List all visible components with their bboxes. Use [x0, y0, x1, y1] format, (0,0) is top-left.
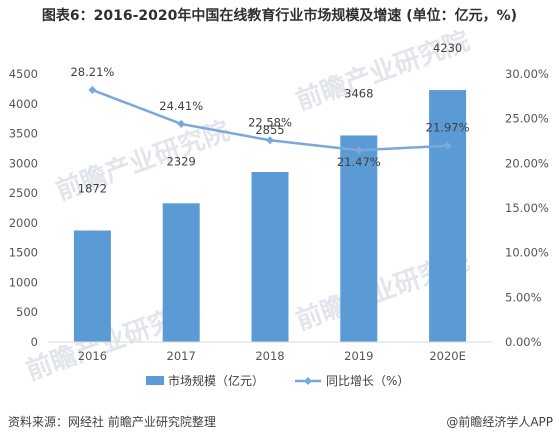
source-note: 资料来源：网经社 前瞻产业研究院整理	[8, 415, 216, 429]
bar	[429, 90, 467, 342]
left-tick-label: 1000	[9, 275, 38, 289]
right-tick-label: 5.00%	[505, 290, 542, 304]
bar	[162, 203, 200, 342]
left-tick-label: 0	[31, 335, 38, 349]
x-tick-label: 2019	[344, 349, 373, 363]
left-tick-label: 3500	[9, 127, 38, 141]
line-point	[88, 85, 97, 94]
left-tick-label: 2500	[9, 186, 38, 200]
line-value-label: 21.97%	[426, 121, 470, 135]
left-tick-label: 3000	[9, 156, 38, 170]
bar-value-label: 4230	[433, 41, 462, 55]
right-axis: 0.00% 5.00% 10.00% 15.00% 20.00% 25.00% 30.00%	[505, 67, 549, 349]
right-tick-label: 15.00%	[505, 201, 549, 215]
line-point	[354, 146, 363, 155]
right-tick-label: 0.00%	[505, 335, 542, 349]
x-tick-label: 2017	[167, 349, 196, 363]
line-value-label: 24.41%	[159, 99, 203, 113]
line-value-label: 28.21%	[70, 65, 114, 79]
left-tick-label: 2000	[9, 216, 38, 230]
bar-value-label: 1872	[78, 182, 107, 196]
bar-value-label: 3468	[344, 86, 373, 100]
left-tick-label: 1500	[9, 246, 38, 260]
bar	[73, 230, 111, 342]
bar-series: 1872 2329 2855 3468 4230	[73, 41, 467, 342]
line-point	[177, 119, 186, 128]
line-value-label: 21.47%	[337, 155, 381, 169]
left-tick-label: 500	[16, 305, 38, 319]
bar-value-label: 2329	[167, 154, 196, 168]
line-point	[266, 136, 274, 145]
chart-title: 图表6：2016-2020年中国在线教育行业市场规模及增速 (单位：亿元，%)	[41, 8, 518, 24]
bar	[251, 171, 289, 342]
left-axis: 0 500 1000 1500 2000 2500 3000 3500 4000 4500	[9, 67, 38, 349]
left-tick-label: 4500	[9, 67, 38, 81]
legend-line-marker	[304, 377, 312, 385]
right-tick-label: 20.00%	[505, 156, 549, 170]
legend-bar-swatch	[146, 376, 164, 385]
legend-bar-label: 市场规模（亿元）	[168, 373, 264, 388]
bar-value-label: 2855	[255, 123, 284, 137]
left-tick-label: 4000	[9, 97, 38, 111]
right-tick-label: 30.00%	[505, 67, 549, 81]
x-tick-label: 2018	[255, 349, 284, 363]
line-series: 28.21% 24.41% 22.58% 21.47% 21.97%	[70, 65, 469, 169]
right-tick-label: 10.00%	[505, 246, 549, 260]
right-tick-label: 25.00%	[505, 112, 549, 126]
line-point	[443, 141, 452, 150]
line-value-label: 22.58%	[248, 115, 292, 129]
x-tick-label: 2016	[78, 349, 107, 363]
x-tick-label: 2020E	[429, 349, 466, 363]
x-axis: 2016 2017 2018 2019 2020E	[48, 341, 492, 363]
brand-credit: @前瞻经济学人APP	[446, 415, 553, 429]
legend-line-label: 同比增长（%）	[326, 374, 409, 388]
bar	[340, 135, 378, 342]
legend: 市场规模（亿元） 同比增长（%）	[146, 373, 409, 388]
